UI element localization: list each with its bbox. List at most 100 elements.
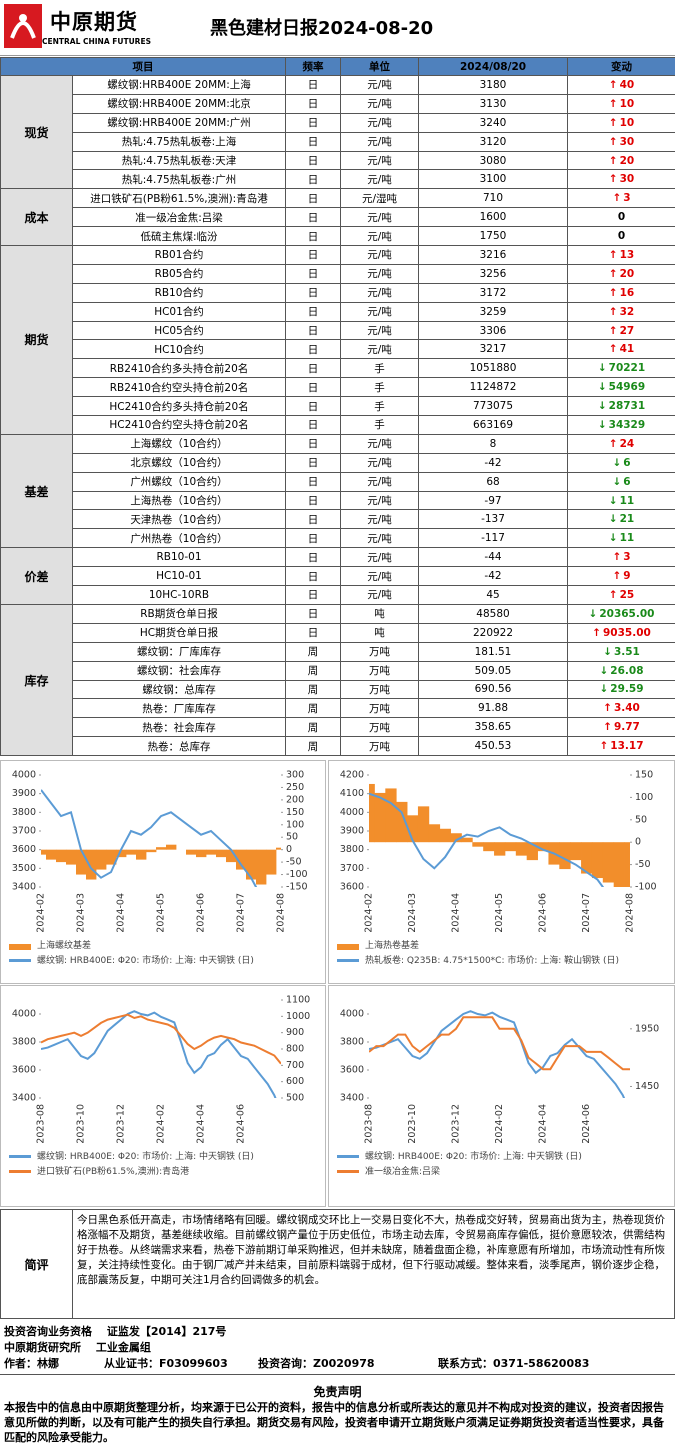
- table-cell: 元/吨: [340, 585, 419, 605]
- table-row: HC2410合约空头持仓前20名日手66316934329: [1, 415, 675, 435]
- table-cell: 690.56: [418, 679, 568, 700]
- x-tick-label: 2024-02: [364, 893, 375, 933]
- basis-bar: [216, 849, 227, 858]
- y-tick-label: 3700: [12, 826, 36, 837]
- y2-tick-label: 200: [286, 794, 304, 805]
- x-tick-label: 2024-02: [36, 893, 47, 933]
- table-cell: -42: [418, 452, 568, 473]
- basis-bar: [396, 801, 408, 843]
- table-cell: 手: [340, 396, 419, 417]
- legend: 螺纹钢: HRB400E: Φ20: 市场价: 上海: 中天钢铁 (日) 准一级冶…: [337, 1148, 668, 1178]
- y2-tick-label: 150: [635, 770, 653, 781]
- change-cell: 3.40: [567, 698, 675, 719]
- column-header: 项目: [0, 57, 286, 76]
- table-cell: 日: [285, 471, 341, 492]
- table-cell: 220922: [418, 622, 568, 643]
- basis-bar: [613, 842, 625, 887]
- table-row: 北京螺纹（10合约）日元/吨-426: [1, 452, 675, 473]
- change-cell: 29.59: [567, 679, 675, 700]
- basis-bar: [439, 828, 451, 843]
- basis-bar: [537, 842, 549, 852]
- legend: 上海螺纹基差 螺纹钢: HRB400E: Φ20: 市场价: 上海: 中天钢铁 (…: [9, 937, 319, 967]
- change-cell: 41: [567, 339, 675, 360]
- table-cell: HC期货仓单日报: [72, 622, 286, 643]
- table-cell: 1124872: [418, 377, 568, 398]
- change-cell: 34329: [567, 415, 675, 435]
- table-header: 项目 频率 单位 2024/08/20 变动: [0, 57, 675, 76]
- change-cell: 70221: [567, 358, 675, 379]
- x-tick-label: 2024-04: [451, 893, 462, 933]
- x-tick-label: 2023-08: [36, 1104, 47, 1144]
- change-cell: 32: [567, 301, 675, 322]
- table-cell: 1600: [418, 207, 568, 228]
- legend-item: 螺纹钢: HRB400E: Φ20: 市场价: 上海: 中天钢铁 (日): [9, 1151, 319, 1163]
- table-cell: 日: [285, 112, 341, 133]
- table-cell: HC10合约: [72, 339, 286, 360]
- table-cell: 元/吨: [340, 75, 419, 95]
- legend-label: 螺纹钢: HRB400E: Φ20: 市场价: 上海: 中天钢铁 (日): [365, 1152, 582, 1162]
- table-cell: 3100: [418, 169, 568, 190]
- x-tick-label: 2024-03: [407, 893, 418, 933]
- x-tick-label: 2024-05: [494, 893, 505, 933]
- table-cell: 螺纹钢：厂库库存: [72, 641, 286, 662]
- table-cell: 上海热卷（10合约）: [72, 490, 286, 511]
- basis-bar: [66, 849, 77, 865]
- table-cell: 元/湿吨: [340, 188, 419, 209]
- basis-bar: [236, 849, 247, 870]
- column-header: 2024/08/20: [418, 57, 568, 76]
- x-tick-label: 2024-02: [494, 1104, 505, 1144]
- table-cell: HC05合约: [72, 320, 286, 341]
- table-cell: 日: [285, 490, 341, 511]
- change-cell: 13: [567, 245, 675, 265]
- qualification: 投资咨询业务资格 证监发【2014】217号: [4, 1325, 227, 1338]
- department: 中原期货研究所 工业金属组: [4, 1341, 151, 1354]
- basis-bar: [407, 815, 419, 843]
- x-tick-label: 2024-04: [538, 1104, 549, 1144]
- basis-bar: [246, 849, 257, 880]
- y-tick-label: 3400: [12, 1093, 36, 1104]
- change-cell: 54969: [567, 377, 675, 398]
- table-cell: 手: [340, 377, 419, 398]
- report-title: 黑色建材日报2024-08-20: [210, 18, 434, 39]
- table-cell: -97: [418, 490, 568, 511]
- legend-label: 上海热卷基差: [365, 941, 420, 951]
- table-row: 上海热卷（10合约）日元/吨-9711: [1, 490, 675, 511]
- table-cell: 日: [285, 320, 341, 341]
- basis-bar: [559, 842, 571, 870]
- table-cell: 手: [340, 358, 419, 379]
- change-cell: 11: [567, 490, 675, 511]
- table-row: 低硫主焦煤:临汾日元/吨 1750 0: [1, 226, 675, 247]
- table-cell: 万吨: [340, 641, 419, 662]
- table-row: HC2410合约多头持仓前20名日手77307528731: [1, 396, 675, 417]
- basis-bar: [276, 847, 281, 850]
- table-cell: 日: [285, 528, 341, 549]
- table-cell: 元/吨: [340, 339, 419, 360]
- table-cell: 螺纹钢：社会库存: [72, 660, 286, 681]
- change-cell: 30: [567, 169, 675, 190]
- table-row: HC期货仓单日报日吨2209229035.00: [1, 622, 675, 643]
- group-label: 价差: [0, 547, 73, 605]
- y-tick-label: 3600: [12, 1065, 36, 1076]
- table-cell: 热卷：总库存: [72, 736, 286, 757]
- table-cell: 日: [285, 282, 341, 303]
- consult-id: 投资咨询：Z0020978: [258, 1357, 375, 1370]
- table-cell: 日: [285, 396, 341, 417]
- table-cell: 周: [285, 679, 341, 700]
- legend-item: 上海螺纹基差: [9, 940, 319, 952]
- price-line: [369, 792, 605, 887]
- table-cell: 3172: [418, 282, 568, 303]
- x-tick-label: 2024-08: [625, 893, 636, 933]
- basis-bar: [494, 842, 506, 856]
- basis-bar: [483, 842, 495, 852]
- basis-bar: [581, 842, 593, 874]
- logo-subtitle: CENTRAL CHINA FUTURES: [42, 37, 151, 46]
- plot: [369, 783, 630, 887]
